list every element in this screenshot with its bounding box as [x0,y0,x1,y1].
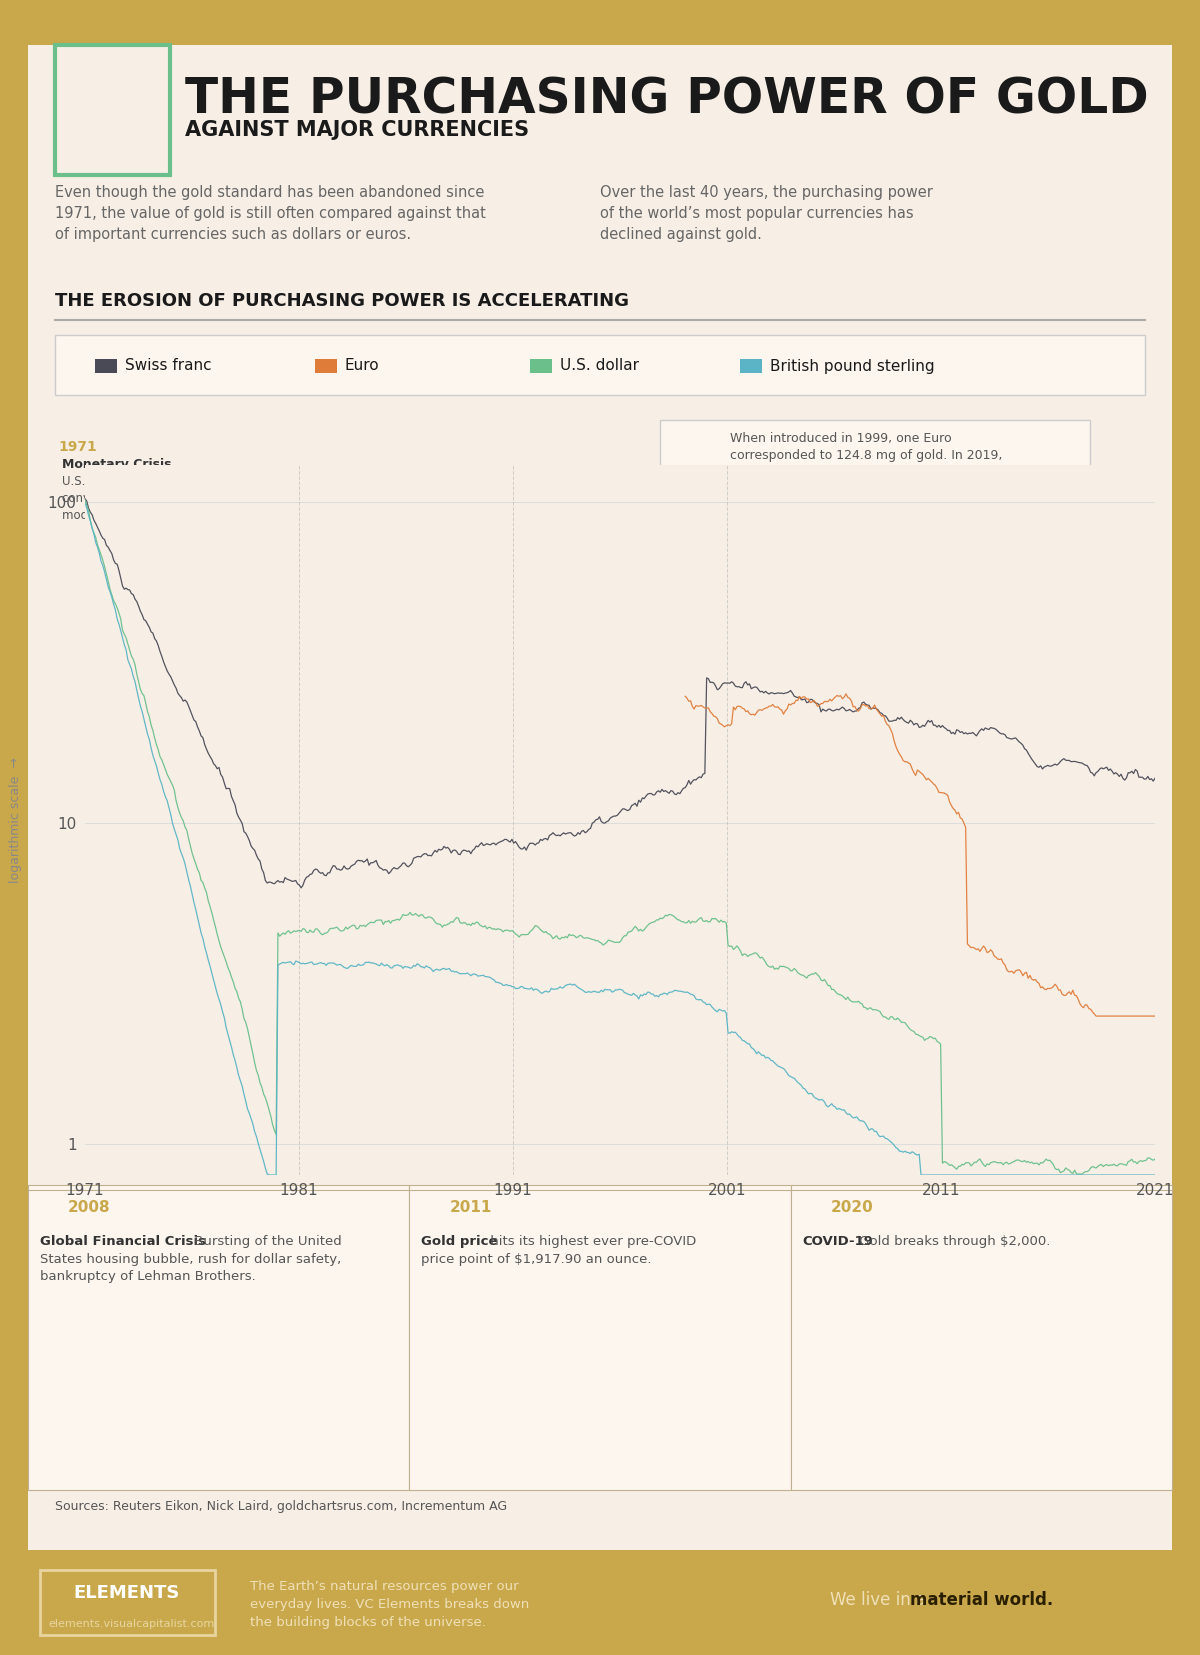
Text: Gold breaks through $2,000.: Gold breaks through $2,000. [854,1235,1050,1248]
Text: Fed Chairman Paul Volcker: Fed Chairman Paul Volcker [220,983,407,996]
Bar [55,334,1145,396]
Text: We live in a: We live in a [830,1590,931,1609]
Bar [530,359,552,372]
Bar [28,1185,409,1490]
Text: Even though the gold standard has been abandoned since
1971, the value of gold i: Even though the gold standard has been a… [55,185,486,242]
Text: elements.visualcapitalist.com: elements.visualcapitalist.com [48,1619,215,1629]
Text: raises the federal
funds rate to control runaway inflation.: raises the federal funds rate to control… [220,1000,451,1029]
Text: 1979–1981: 1979–1981 [215,965,300,980]
Bar [660,420,1090,510]
Text: material world.: material world. [910,1590,1054,1609]
Text: British pound sterling: British pound sterling [770,359,935,374]
Bar [55,45,170,175]
Text: THE EROSION OF PURCHASING POWER IS ACCELERATING: THE EROSION OF PURCHASING POWER IS ACCEL… [55,291,629,309]
Text: The Earth’s natural resources power our
everyday lives. VC Elements breaks down
: The Earth’s natural resources power our … [250,1581,529,1629]
Text: Swiss franc was the best performing G-10 currency,
largely due to the franc’s cl: Swiss franc was the best performing G-10… [230,612,554,659]
Text: 1999: 1999 [660,650,698,664]
Text: Bursting of the United: Bursting of the United [190,1235,341,1248]
Text: which limits their combined gold sales
to 400 tonnes per year. Euro introduced.: which limits their combined gold sales t… [664,685,904,715]
Bar [314,359,337,372]
Text: Oil price increases
213%. Price of gold rises 65%.: Oil price increases 213%. Price of gold … [179,515,358,544]
Text: Sources: Reuters Eikon, Nick Laird, goldchartsrus.com, Incrementum AG: Sources: Reuters Eikon, Nick Laird, gold… [55,1499,508,1513]
Text: 1971: 1971 [58,440,97,453]
Text: When introduced in 1999, one Euro
corresponded to 124.8 mg of gold. In 2019,
the: When introduced in 1999, one Euro corres… [730,432,1002,478]
Text: logarithmic scale  →: logarithmic scale → [8,756,22,882]
Text: 2008: 2008 [68,1200,110,1215]
Bar [791,1185,1172,1490]
Bar [409,1185,791,1490]
Text: hits its highest ever pre-COVID: hits its highest ever pre-COVID [486,1235,696,1248]
Bar [740,359,762,372]
Text: COVID-19: COVID-19 [803,1235,874,1248]
Text: 2011: 2011 [449,1200,492,1215]
Text: 15 central banks sign the CBGA,: 15 central banks sign the CBGA, [664,669,890,680]
Text: Congress passes Taxpayer Relief Act,: Congress passes Taxpayer Relief Act, [664,578,925,591]
Text: States housing bubble, rush for dollar safety,
bankruptcy of Lehman Brothers.: States housing bubble, rush for dollar s… [40,1253,341,1283]
Text: allowing purchases of gold bullion and coins
by U.S. Individual Retirement Accou: allowing purchases of gold bullion and c… [664,596,925,626]
Text: U.S. dollar: U.S. dollar [560,359,640,374]
Text: 1997: 1997 [660,559,698,574]
Text: 2020: 2020 [830,1200,874,1215]
Text: Global Financial Crisis: Global Financial Crisis [40,1235,206,1248]
Text: Gold price: Gold price [421,1235,498,1248]
Text: Oil Crisis: Oil Crisis [179,498,240,511]
Bar [40,1571,215,1635]
Text: AGAINST MAJOR CURRENCIES: AGAINST MAJOR CURRENCIES [185,121,529,141]
Text: THE PURCHASING POWER OF GOLD: THE PURCHASING POWER OF GOLD [185,74,1148,122]
Text: price point of $1,917.90 an ounce.: price point of $1,917.90 an ounce. [421,1253,652,1266]
Bar [95,359,118,372]
Text: Swiss franc: Swiss franc [125,359,211,374]
Text: U.S. president Nixon suspends the
convertibility of dollar into gold. This began: U.S. president Nixon suspends the conver… [62,475,343,521]
Text: 1973/1974: 1973/1974 [175,480,258,493]
Text: ELEMENTS: ELEMENTS [74,1584,180,1602]
Text: Over the last 40 years, the purchasing power
of the world’s most popular currenc: Over the last 40 years, the purchasing p… [600,185,932,242]
Bar [220,602,550,680]
Text: Monetary Crisis: Monetary Crisis [62,458,172,472]
Text: Euro: Euro [346,359,379,374]
